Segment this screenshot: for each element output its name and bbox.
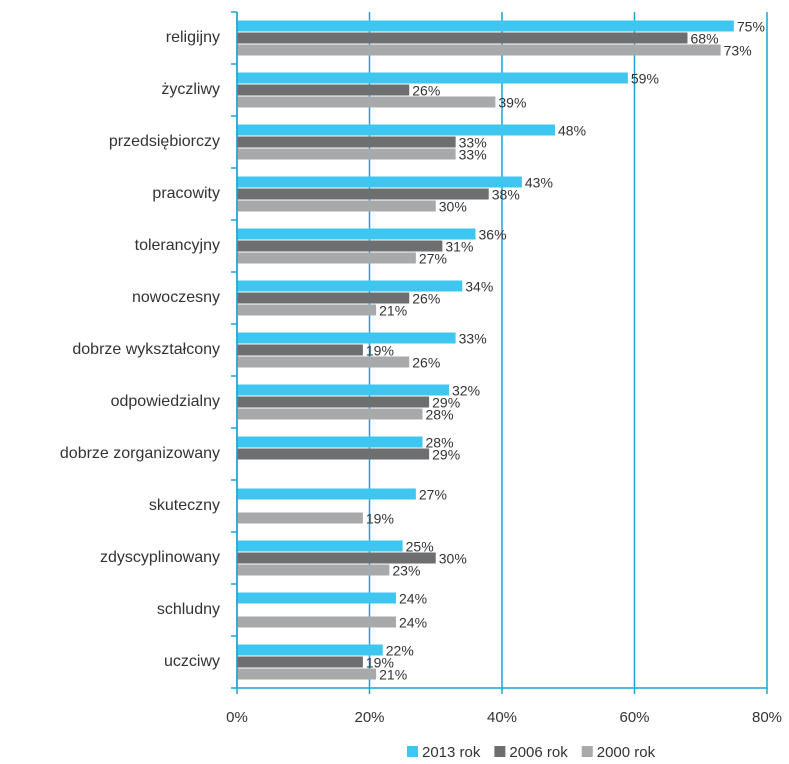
legend-swatch — [581, 746, 593, 757]
bar — [237, 592, 396, 604]
value-label: 34% — [465, 279, 493, 295]
legend-swatch — [407, 746, 418, 757]
value-label: 26% — [412, 355, 440, 371]
bar — [237, 20, 734, 32]
bar — [237, 252, 416, 264]
value-label: 29% — [432, 395, 460, 411]
bar — [237, 656, 363, 668]
value-label: 29% — [432, 447, 460, 463]
bar — [237, 396, 430, 408]
value-label: 30% — [439, 551, 467, 567]
category-label: schludny — [157, 601, 220, 618]
bar — [237, 512, 363, 524]
value-label: 59% — [631, 71, 659, 87]
bar — [237, 564, 390, 576]
x-tick-label: 60% — [619, 709, 649, 726]
bar — [237, 84, 410, 96]
value-label: 33% — [459, 331, 487, 347]
category-label: przedsiębiorczy — [109, 133, 220, 150]
bar — [237, 280, 463, 292]
value-label: 39% — [498, 95, 526, 111]
value-label: 38% — [492, 187, 520, 203]
bar — [237, 408, 423, 420]
x-tick-label: 20% — [354, 709, 384, 726]
category-label: nowoczesny — [132, 289, 220, 306]
category-label: tolerancyjny — [135, 237, 220, 254]
legend-label: 2000 rok — [597, 744, 656, 761]
bar — [237, 200, 436, 212]
bar — [237, 32, 688, 44]
bar — [237, 188, 489, 200]
bar — [237, 356, 410, 368]
bar — [237, 644, 383, 656]
value-label: 30% — [439, 199, 467, 215]
value-label: 24% — [399, 591, 427, 607]
x-tick-label: 40% — [487, 709, 517, 726]
bar — [237, 292, 410, 304]
bar — [237, 148, 456, 160]
bar — [237, 136, 456, 148]
bar — [237, 332, 456, 344]
value-label: 73% — [724, 43, 752, 59]
value-label: 68% — [691, 31, 719, 47]
value-label: 48% — [558, 123, 586, 139]
x-tick-label: 80% — [752, 709, 782, 726]
category-label: pracowity — [152, 185, 220, 202]
legend-label: 2013 rok — [422, 744, 481, 761]
category-label: zdyscyplinowany — [100, 549, 220, 566]
bar — [237, 448, 430, 460]
bar — [237, 72, 628, 84]
bar — [237, 540, 403, 552]
value-label: 19% — [366, 343, 394, 359]
value-label: 33% — [459, 147, 487, 163]
bar — [237, 44, 721, 56]
bar — [237, 436, 423, 448]
category-label: religijny — [166, 29, 220, 46]
value-label: 27% — [419, 251, 447, 267]
value-label: 26% — [412, 291, 440, 307]
bar — [237, 668, 377, 680]
bar — [237, 240, 443, 252]
bar — [237, 304, 377, 316]
bar — [237, 228, 476, 240]
value-label: 43% — [525, 175, 553, 191]
value-label: 33% — [459, 135, 487, 151]
value-label: 31% — [445, 239, 473, 255]
value-label: 21% — [379, 667, 407, 683]
bar — [237, 552, 436, 564]
value-label: 23% — [392, 563, 420, 579]
value-label: 28% — [426, 407, 454, 423]
value-label: 21% — [379, 303, 407, 319]
category-label: odpowiedzialny — [111, 393, 220, 410]
value-label: 24% — [399, 615, 427, 631]
category-label: dobrze wykształcony — [72, 341, 220, 358]
value-label: 22% — [386, 643, 414, 659]
category-label: życzliwy — [161, 81, 220, 98]
value-label: 19% — [366, 511, 394, 527]
category-label: dobrze zorganizowany — [60, 445, 220, 462]
bar — [237, 176, 522, 188]
category-label: skuteczny — [149, 497, 220, 514]
category-label: uczciwy — [164, 653, 220, 670]
bar — [237, 344, 363, 356]
value-label: 26% — [412, 83, 440, 99]
value-label: 32% — [452, 383, 480, 399]
value-label: 27% — [419, 487, 447, 503]
value-label: 75% — [737, 19, 765, 35]
legend-swatch — [494, 746, 506, 757]
bar — [237, 616, 396, 628]
value-label: 19% — [366, 655, 394, 671]
bar — [237, 384, 449, 396]
value-label: 25% — [406, 539, 434, 555]
value-label: 36% — [479, 227, 507, 243]
bar — [237, 124, 555, 136]
x-tick-label: 0% — [226, 709, 248, 726]
legend-label: 2006 rok — [509, 744, 568, 761]
bar — [237, 488, 416, 500]
value-label: 28% — [426, 435, 454, 451]
bar — [237, 96, 496, 108]
